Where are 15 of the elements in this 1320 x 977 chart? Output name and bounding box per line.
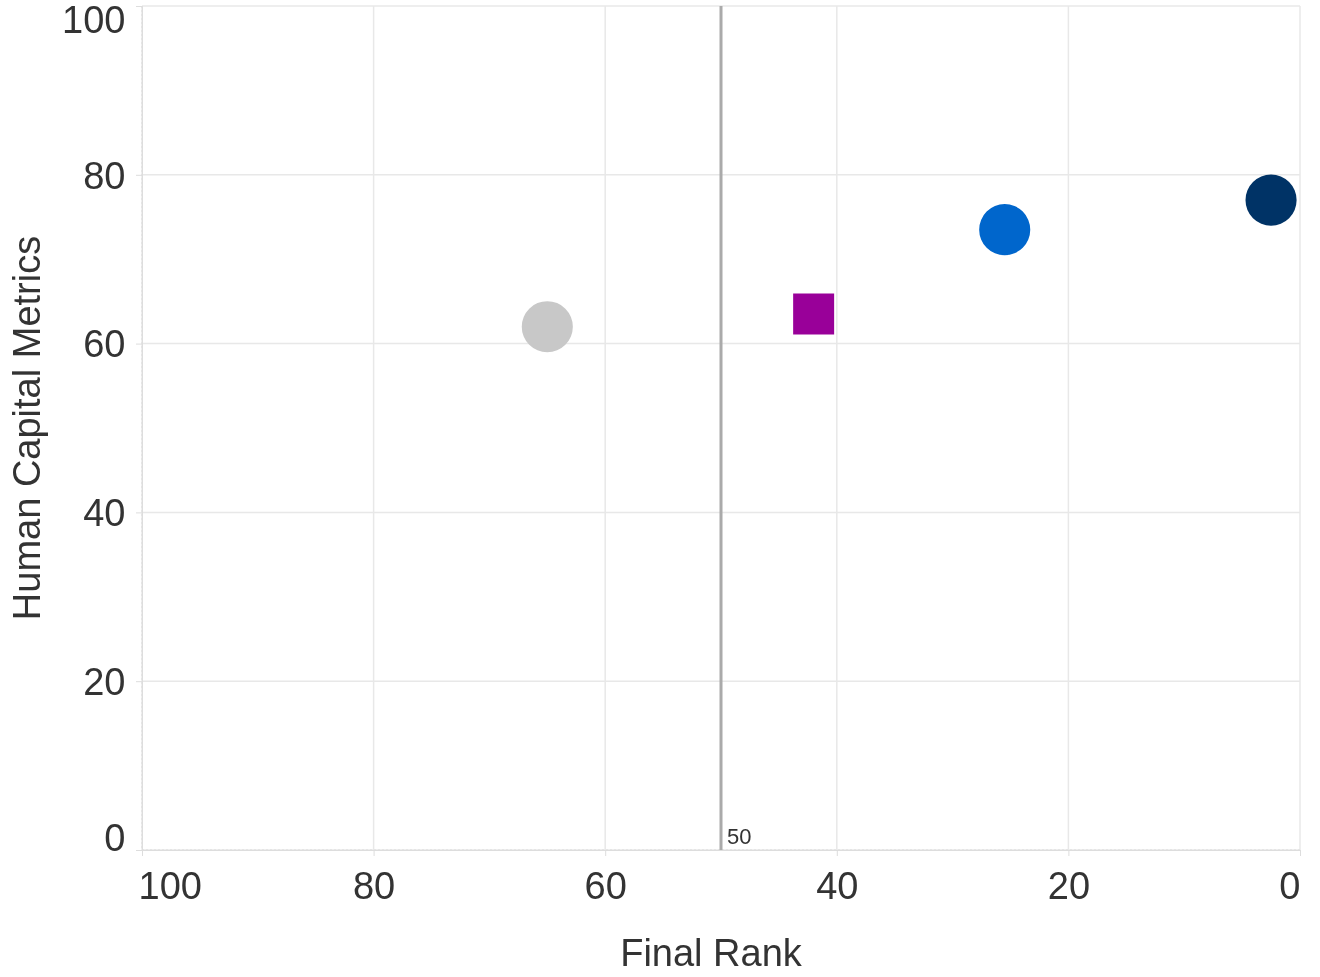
y-tick-label: 100 (61, 0, 126, 42)
x-tick-label: 100 (138, 864, 202, 907)
x-tick-label: 40 (816, 864, 859, 907)
ref-line-label: 50 (727, 824, 752, 849)
y-tick-label: 80 (83, 154, 126, 197)
y-tick-label: 40 (83, 492, 126, 535)
y-tick-label: 0 (104, 816, 126, 859)
x-tick-label: 0 (1279, 864, 1301, 907)
x-tick-label: 20 (1047, 864, 1091, 907)
y-axis-title: Human Capital Metrics (6, 235, 48, 621)
x-axis-title: Final Rank (620, 932, 803, 974)
x-tick-label: 80 (352, 864, 396, 907)
x-tick-label: 60 (584, 864, 627, 907)
y-tick-label: 20 (83, 661, 126, 703)
y-tick-label: 60 (83, 323, 126, 366)
